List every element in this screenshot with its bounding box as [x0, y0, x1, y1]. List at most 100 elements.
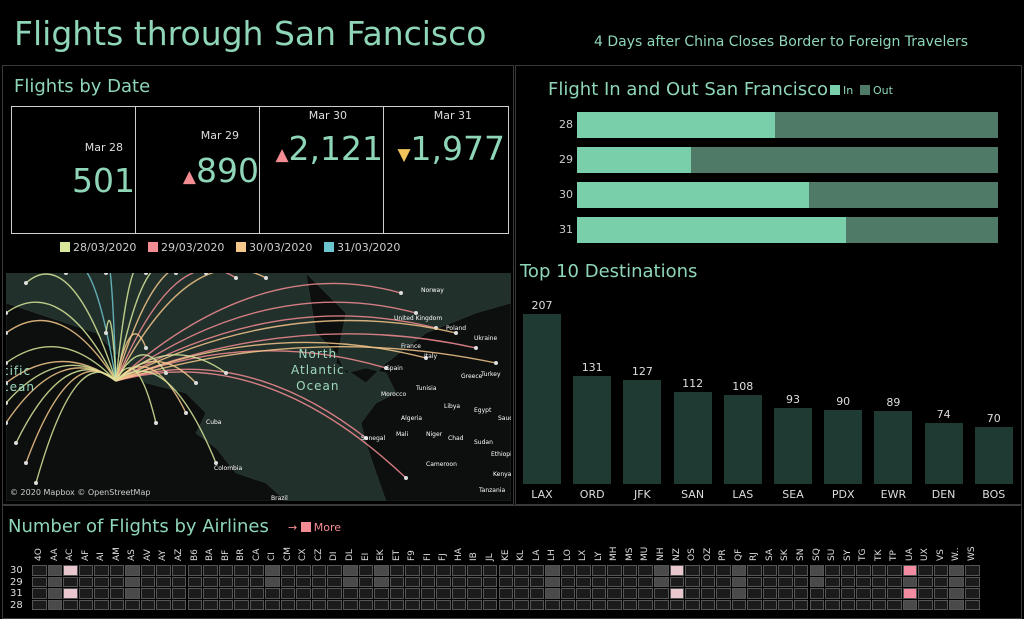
heatmap-cell[interactable]: [825, 588, 840, 599]
heatmap-cell[interactable]: [47, 565, 63, 576]
heatmap-cell[interactable]: [638, 565, 653, 576]
heatmap-cell[interactable]: [545, 576, 560, 587]
heatmap-cell[interactable]: [607, 588, 622, 599]
heatmap-cell[interactable]: [436, 599, 451, 610]
heatmap-cell[interactable]: [856, 599, 871, 610]
heatmap-cell[interactable]: [171, 588, 187, 599]
heatmap-cell[interactable]: [32, 565, 47, 576]
heatmap-cell[interactable]: [965, 588, 980, 599]
heatmap-cell[interactable]: [156, 565, 171, 576]
airport-dot[interactable]: [414, 311, 418, 315]
heatmap-cell[interactable]: [389, 565, 405, 576]
heatmap-cell[interactable]: [280, 599, 296, 610]
heatmap-cell[interactable]: [949, 599, 964, 610]
heatmap-cell[interactable]: [265, 588, 280, 599]
heatmap-cell[interactable]: [311, 576, 327, 587]
heatmap-cell[interactable]: [218, 565, 234, 576]
heatmap-cell[interactable]: [840, 565, 856, 576]
destination-bar[interactable]: [974, 426, 1013, 484]
legend-out[interactable]: Out: [860, 84, 893, 97]
destination-bar[interactable]: [824, 410, 863, 484]
heatmap-cell[interactable]: [762, 565, 778, 576]
heatmap-cell[interactable]: [358, 576, 374, 587]
heatmap-cell[interactable]: [918, 599, 933, 610]
heatmap-cell[interactable]: [902, 588, 918, 599]
heatmap-cell[interactable]: [358, 588, 374, 599]
heatmap-cell[interactable]: [700, 599, 716, 610]
airport-dot[interactable]: [384, 366, 388, 370]
heatmap-cell[interactable]: [965, 576, 980, 587]
heatmap-cell[interactable]: [591, 588, 607, 599]
airport-dot[interactable]: [144, 346, 148, 350]
heatmap-cell[interactable]: [654, 599, 669, 610]
heatmap-cell[interactable]: [436, 588, 451, 599]
heatmap-cell[interactable]: [482, 565, 498, 576]
heatmap-cell[interactable]: [887, 588, 902, 599]
heatmap-cell[interactable]: [374, 599, 389, 610]
airport-dot[interactable]: [64, 273, 68, 275]
destination-bar[interactable]: [723, 395, 762, 484]
heatmap-cell[interactable]: [560, 565, 576, 576]
heatmap-cell[interactable]: [545, 565, 560, 576]
heatmap-cell[interactable]: [809, 599, 825, 610]
heatmap-cell[interactable]: [234, 599, 249, 610]
heatmap-cell[interactable]: [747, 576, 762, 587]
heatmap-cell[interactable]: [856, 565, 871, 576]
heatmap-cell[interactable]: [887, 576, 902, 587]
heatmap-cell[interactable]: [576, 576, 591, 587]
heatmap-cell[interactable]: [669, 588, 685, 599]
heatmap-cell[interactable]: [607, 576, 622, 587]
heatmap-cell[interactable]: [949, 576, 964, 587]
heatmap-cell[interactable]: [545, 599, 560, 610]
heatmap-cell[interactable]: [809, 565, 825, 576]
heatmap-cell[interactable]: [840, 576, 856, 587]
heatmap-cell[interactable]: [327, 565, 342, 576]
heatmap-cell[interactable]: [716, 576, 731, 587]
heatmap-cell[interactable]: [498, 588, 514, 599]
heatmap-cell[interactable]: [778, 576, 793, 587]
heatmap-cell[interactable]: [716, 599, 731, 610]
heatmap-cell[interactable]: [482, 599, 498, 610]
heatmap-cell[interactable]: [731, 576, 747, 587]
heatmap-cell[interactable]: [622, 588, 638, 599]
heatmap-cell[interactable]: [187, 565, 203, 576]
heatmap-cell[interactable]: [47, 599, 63, 610]
heatmap-cell[interactable]: [591, 599, 607, 610]
heatmap-cell[interactable]: [296, 576, 311, 587]
legend-item-30[interactable]: 30/03/2020: [236, 241, 312, 254]
heatmap-cell[interactable]: [249, 588, 265, 599]
heatmap-cell[interactable]: [109, 576, 125, 587]
airport-dot[interactable]: [184, 411, 188, 415]
heatmap-cell[interactable]: [560, 588, 576, 599]
heatmap-cell[interactable]: [374, 576, 389, 587]
in-bar[interactable]: [577, 182, 809, 208]
heatmap-cell[interactable]: [747, 565, 762, 576]
heatmap-cell[interactable]: [840, 599, 856, 610]
heatmap-cell[interactable]: [902, 599, 918, 610]
heatmap-cell[interactable]: [576, 588, 591, 599]
heatmap-cell[interactable]: [234, 588, 249, 599]
heatmap-cell[interactable]: [32, 588, 47, 599]
heatmap-cell[interactable]: [607, 599, 622, 610]
in-bar[interactable]: [577, 147, 691, 173]
airport-dot[interactable]: [144, 273, 148, 275]
heatmap-cell[interactable]: [949, 565, 964, 576]
heatmap-cell[interactable]: [716, 588, 731, 599]
out-bar[interactable]: [808, 182, 998, 208]
heatmap-cell[interactable]: [793, 599, 809, 610]
airport-dot[interactable]: [194, 381, 198, 385]
in-bar[interactable]: [577, 217, 847, 243]
heatmap-cell[interactable]: [762, 576, 778, 587]
airport-dot[interactable]: [6, 331, 8, 335]
airport-dot[interactable]: [424, 356, 428, 360]
heatmap-cell[interactable]: [809, 576, 825, 587]
airport-dot[interactable]: [224, 371, 228, 375]
heatmap-cell[interactable]: [156, 576, 171, 587]
heatmap-cell[interactable]: [405, 576, 420, 587]
heatmap-cell[interactable]: [685, 588, 700, 599]
airport-dot[interactable]: [6, 421, 8, 425]
heatmap-cell[interactable]: [94, 576, 109, 587]
heatmap-cell[interactable]: [529, 599, 545, 610]
heatmap-cell[interactable]: [234, 565, 249, 576]
heatmap-cell[interactable]: [622, 599, 638, 610]
